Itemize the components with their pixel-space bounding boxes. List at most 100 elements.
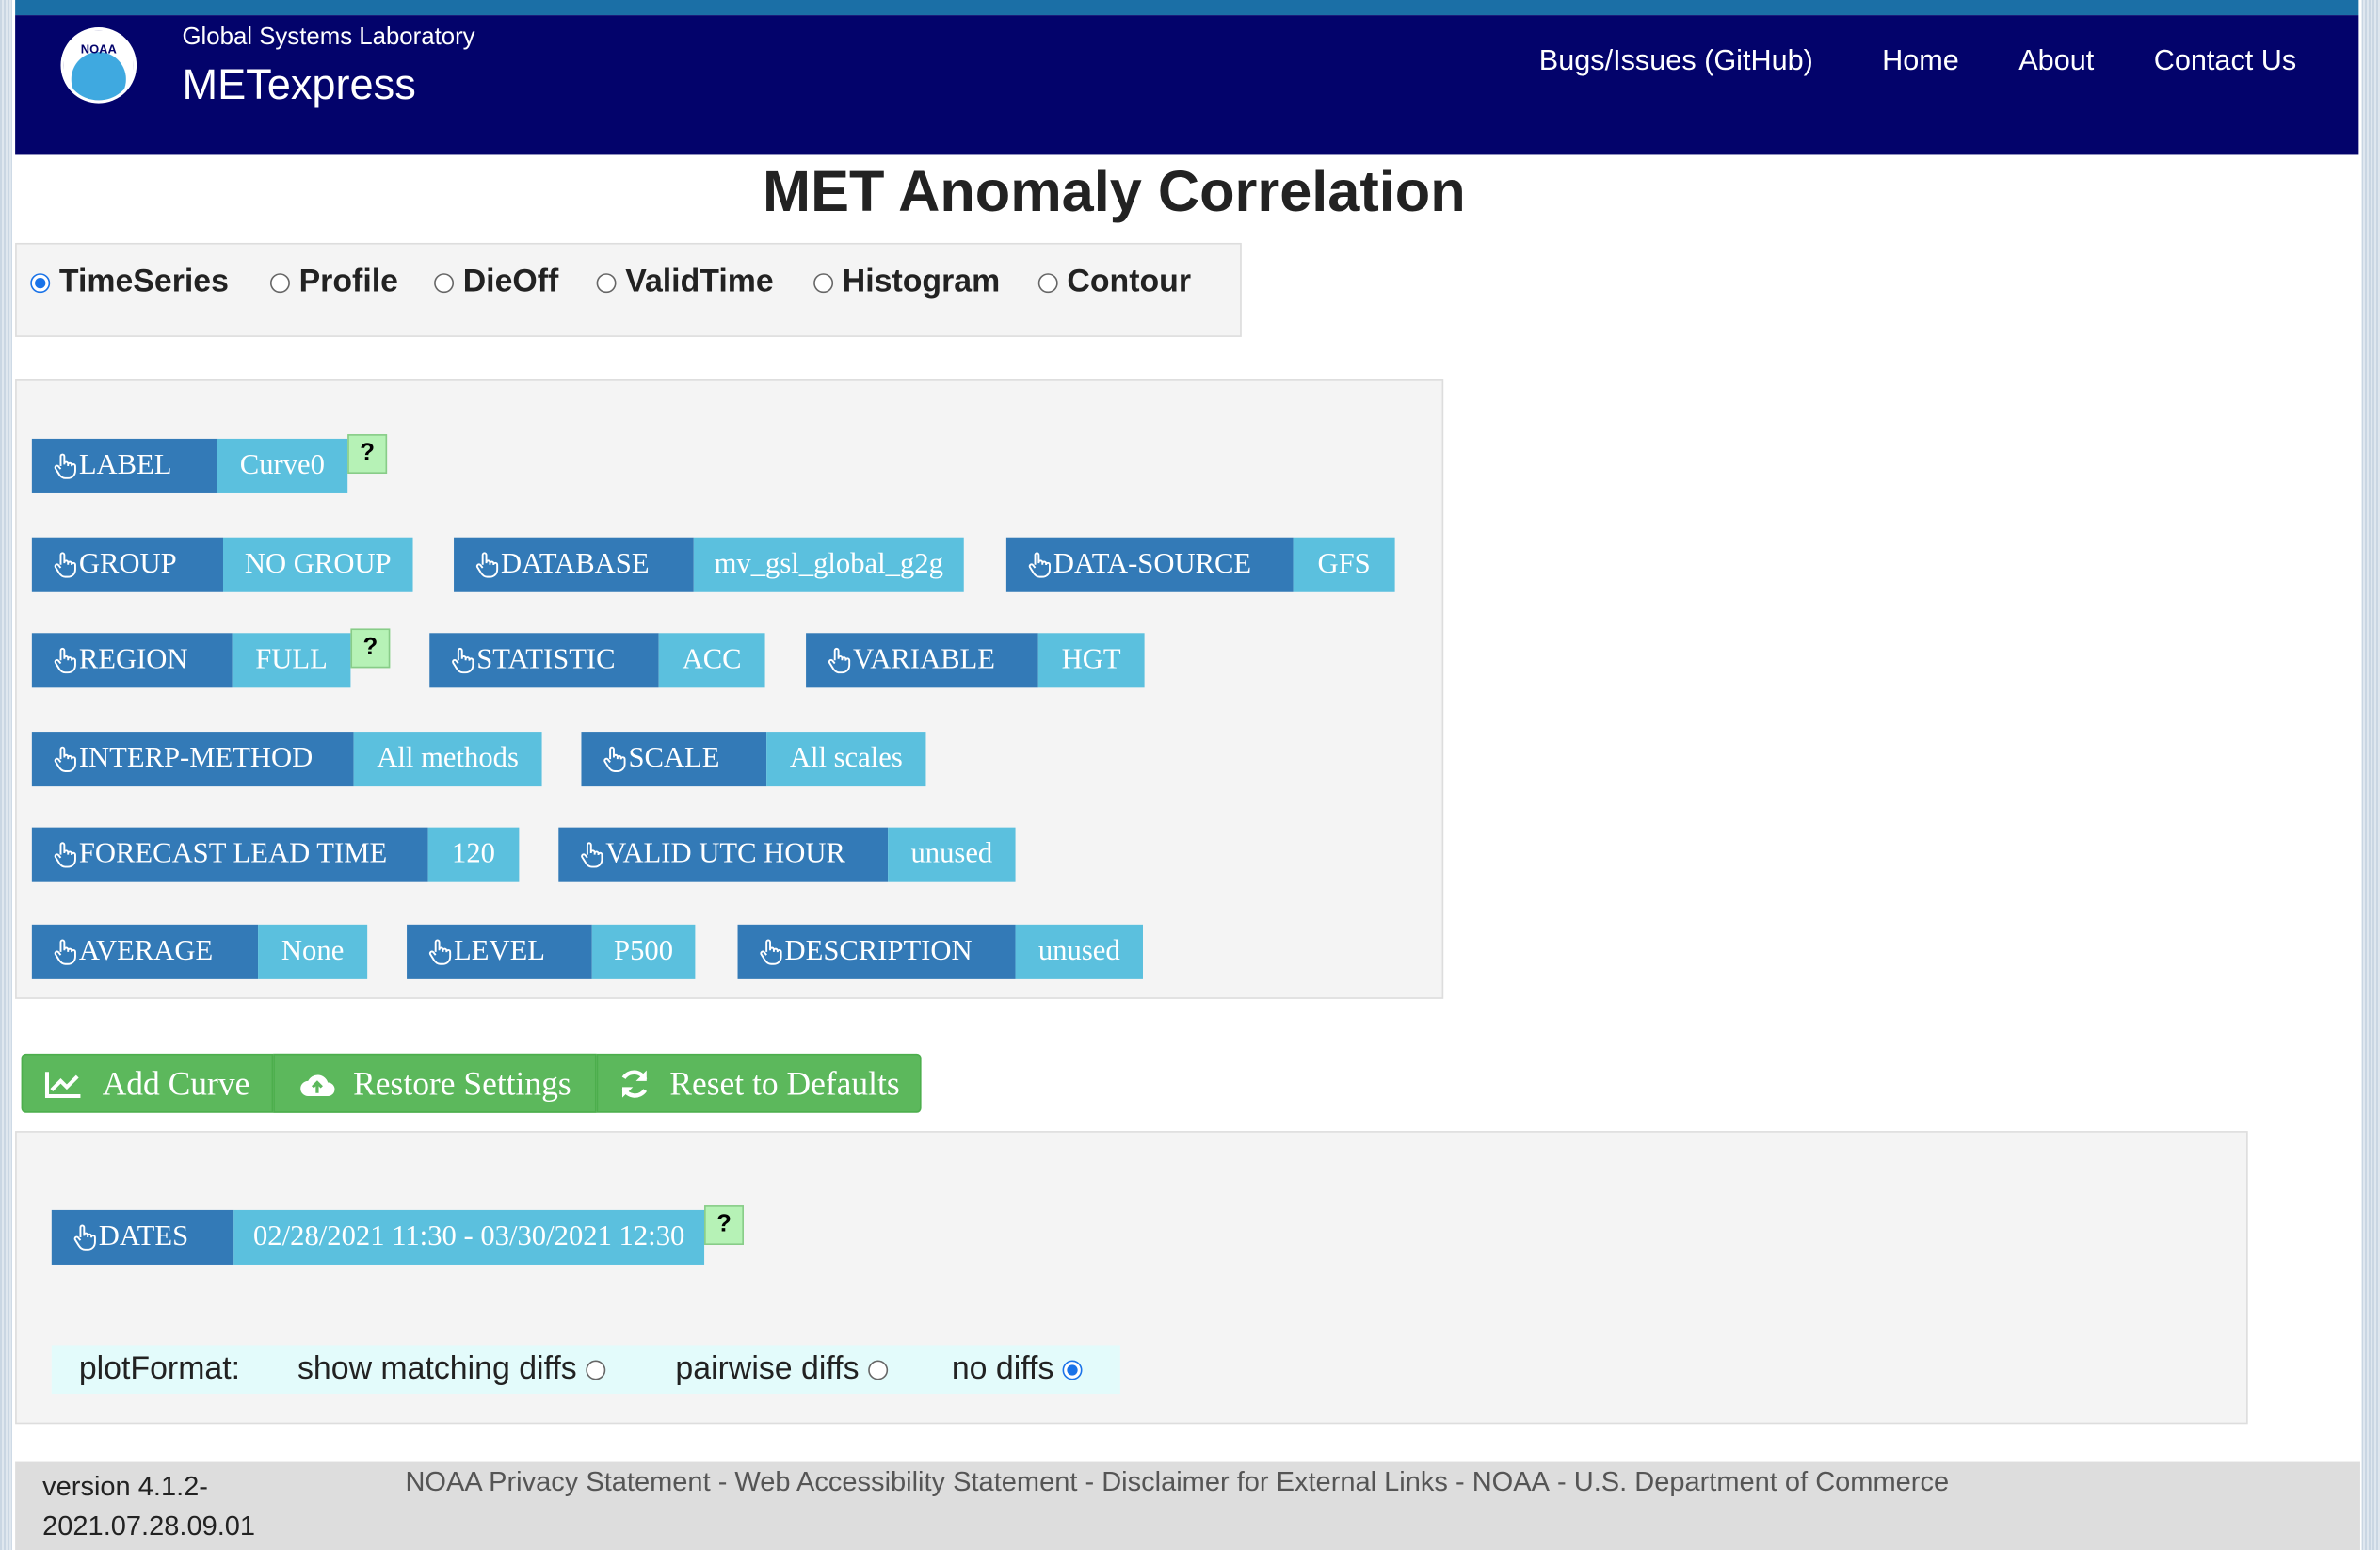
radio[interactable] bbox=[434, 272, 455, 293]
selector-value[interactable]: P500 bbox=[591, 924, 696, 979]
selector[interactable]: LEVEL P500 bbox=[407, 924, 696, 979]
footer bbox=[15, 1461, 2360, 1550]
radio[interactable] bbox=[596, 272, 617, 293]
plot-format-text: no diffs bbox=[951, 1350, 1054, 1386]
selector-button[interactable]: VALID UTC HOUR bbox=[558, 827, 889, 882]
plot-format-option[interactable]: no diffs bbox=[951, 1350, 1084, 1388]
selector-button[interactable]: DESCRIPTION bbox=[737, 924, 1016, 979]
plot-type-option[interactable]: DieOff bbox=[434, 265, 558, 301]
plot-type-label: ValidTime bbox=[625, 264, 774, 299]
navbar: NOAA Global Systems Laboratory METexpres… bbox=[15, 15, 2359, 155]
plot-type-option[interactable]: Contour bbox=[1037, 265, 1191, 301]
selector-value[interactable]: ACC bbox=[658, 633, 765, 688]
selector-button[interactable]: DATES bbox=[51, 1209, 234, 1265]
radio[interactable] bbox=[813, 272, 834, 293]
selector[interactable]: DATES 02/28/2021 11:30 - 03/30/2021 12:30… bbox=[51, 1205, 744, 1265]
selector-value[interactable]: None bbox=[258, 924, 368, 979]
footer-link[interactable]: NOAA Privacy Statement bbox=[405, 1466, 711, 1497]
selector-button[interactable]: STATISTIC bbox=[429, 633, 659, 688]
nav-link[interactable]: Bugs/Issues (GitHub) bbox=[1538, 45, 1813, 78]
org: Global Systems Laboratory bbox=[182, 24, 475, 51]
radio[interactable] bbox=[269, 272, 290, 293]
selector-value[interactable]: NO GROUP bbox=[222, 537, 413, 592]
help-button[interactable]: ? bbox=[347, 434, 388, 475]
selector-value[interactable]: 02/28/2021 11:30 - 03/30/2021 12:30 bbox=[233, 1209, 705, 1265]
selector-value[interactable]: Curve0 bbox=[217, 438, 348, 493]
selector-button[interactable]: GROUP bbox=[31, 537, 223, 592]
nav-link[interactable]: Home bbox=[1882, 45, 1959, 78]
selector-label: LABEL bbox=[78, 449, 172, 482]
radio[interactable] bbox=[868, 1359, 889, 1380]
radio[interactable] bbox=[586, 1359, 606, 1380]
selector[interactable]: SCALE All scales bbox=[581, 732, 926, 787]
nav-link[interactable]: Contact Us bbox=[2153, 45, 2297, 78]
plot-type-option[interactable]: ValidTime bbox=[596, 264, 774, 301]
hand-icon bbox=[1028, 552, 1051, 578]
selector-value[interactable]: mv_gsl_global_g2g bbox=[693, 537, 964, 592]
footer-link[interactable]: U.S. Department of Commerce bbox=[1573, 1466, 1950, 1497]
selector-button[interactable]: REGION bbox=[31, 633, 233, 688]
selector-value[interactable]: unused bbox=[1015, 924, 1143, 979]
selector-value[interactable]: 120 bbox=[427, 827, 520, 882]
selector-button[interactable]: INTERP-METHOD bbox=[31, 732, 354, 787]
plot-type-option[interactable]: Histogram bbox=[813, 265, 1000, 301]
selector-button[interactable]: SCALE bbox=[581, 732, 767, 787]
selector-value[interactable]: unused bbox=[888, 827, 1016, 882]
separator: - bbox=[717, 1466, 728, 1497]
selector-value[interactable]: All scales bbox=[766, 732, 926, 787]
footer-link[interactable]: Web Accessibility Statement bbox=[734, 1466, 1078, 1497]
selector-label: INTERP-METHOD bbox=[78, 742, 314, 775]
radio[interactable] bbox=[30, 272, 51, 293]
button-label: Add Curve bbox=[102, 1063, 250, 1102]
selector-button[interactable]: FORECAST LEAD TIME bbox=[31, 827, 428, 882]
selector[interactable]: VARIABLE HGT bbox=[806, 633, 1145, 688]
selector[interactable]: DESCRIPTION unused bbox=[737, 924, 1143, 979]
plot-format-option[interactable]: show matching diffs bbox=[298, 1351, 606, 1388]
plot-type-label: TimeSeries bbox=[58, 264, 229, 299]
nav-link[interactable]: About bbox=[2018, 45, 2095, 78]
radio[interactable] bbox=[1037, 272, 1058, 293]
selector-button[interactable]: LABEL bbox=[31, 438, 217, 493]
selector[interactable]: INTERP-METHOD All methods bbox=[31, 732, 542, 787]
selector-button[interactable]: DATABASE bbox=[454, 537, 694, 592]
selector[interactable]: REGION FULL? bbox=[31, 628, 391, 688]
selector-value[interactable]: FULL bbox=[232, 633, 351, 688]
footer-link[interactable]: Disclaimer for External Links bbox=[1102, 1466, 1448, 1497]
plot-type-panel bbox=[15, 242, 1242, 337]
hand-icon bbox=[603, 746, 626, 772]
plot-type-option[interactable]: TimeSeries bbox=[30, 265, 229, 301]
selector-value[interactable]: GFS bbox=[1293, 537, 1395, 592]
plot-format-bg bbox=[51, 1345, 1120, 1394]
selector-button[interactable]: DATA-SOURCE bbox=[1005, 537, 1294, 592]
selector[interactable]: LABEL Curve0? bbox=[31, 434, 388, 493]
selector[interactable]: STATISTIC ACC bbox=[429, 633, 765, 688]
plot-type-label: Profile bbox=[298, 264, 398, 299]
help-button[interactable]: ? bbox=[350, 628, 391, 669]
selector-value[interactable]: All methods bbox=[353, 732, 542, 787]
version: version 4.1.2-2021.07.28.09.01 bbox=[42, 1471, 256, 1542]
selector[interactable]: GROUP NO GROUP bbox=[31, 537, 413, 592]
hand-icon bbox=[54, 939, 76, 965]
selector[interactable]: DATA-SOURCE GFS bbox=[1005, 537, 1395, 592]
selector[interactable]: DATABASE mv_gsl_global_g2g bbox=[454, 537, 964, 592]
help-button[interactable]: ? bbox=[704, 1205, 744, 1246]
radio[interactable] bbox=[1063, 1359, 1084, 1380]
selector-button[interactable]: LEVEL bbox=[407, 924, 592, 979]
selector-button[interactable]: AVERAGE bbox=[31, 924, 259, 979]
selector[interactable]: AVERAGE None bbox=[31, 924, 368, 979]
selector-button[interactable]: VARIABLE bbox=[806, 633, 1038, 688]
plot-type-option[interactable]: Profile bbox=[269, 264, 398, 301]
selector[interactable]: VALID UTC HOUR unused bbox=[558, 827, 1016, 882]
top-stripe bbox=[15, 0, 2359, 16]
action-button[interactable]: Add Curve bbox=[21, 1053, 274, 1113]
action-button[interactable]: Reset to Defaults bbox=[596, 1053, 922, 1113]
plot-format-option[interactable]: pairwise diffs bbox=[675, 1351, 889, 1388]
hand-icon bbox=[54, 746, 76, 772]
hand-icon bbox=[828, 647, 851, 674]
footer-link[interactable]: NOAA bbox=[1471, 1466, 1550, 1497]
selector-label: STATISTIC bbox=[476, 643, 616, 676]
selector-value[interactable]: HGT bbox=[1037, 633, 1145, 688]
action-button[interactable]: Restore Settings bbox=[273, 1053, 597, 1113]
selector[interactable]: FORECAST LEAD TIME 120 bbox=[31, 827, 520, 882]
